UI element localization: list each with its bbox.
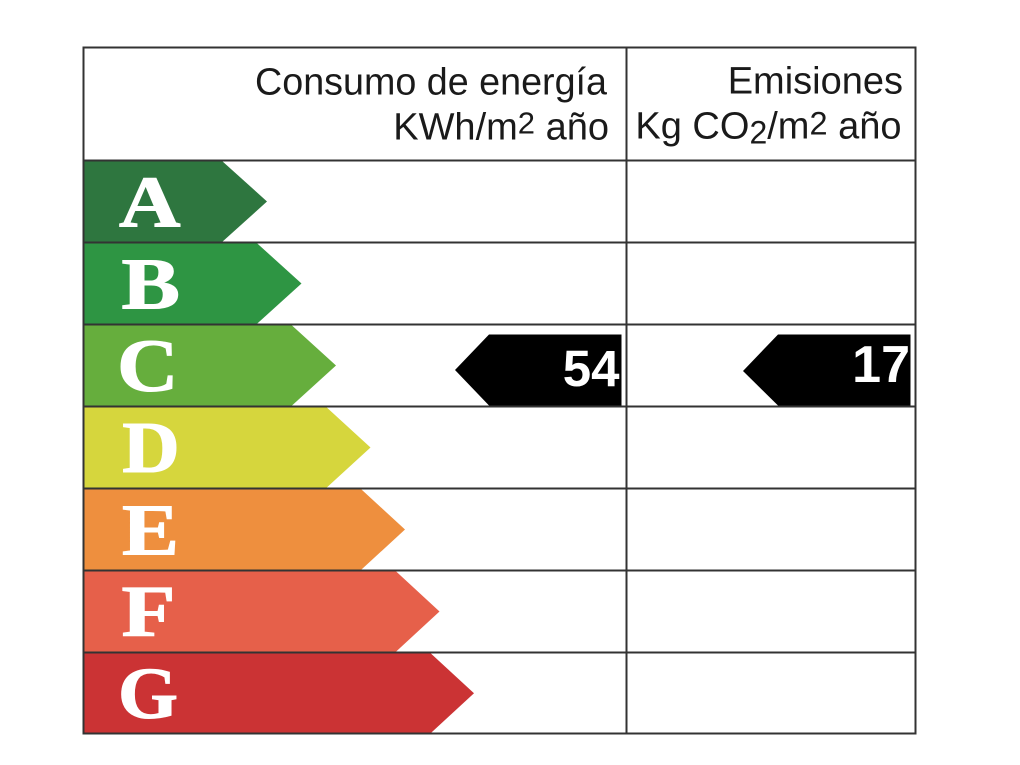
svg-text:54: 54 bbox=[563, 340, 620, 397]
svg-text:KWh/m2 año: KWh/m2 año bbox=[393, 106, 609, 149]
svg-text:E: E bbox=[122, 490, 179, 571]
svg-text:D: D bbox=[122, 407, 180, 488]
svg-text:A: A bbox=[119, 162, 181, 243]
svg-text:17: 17 bbox=[852, 336, 910, 394]
svg-text:Emisiones: Emisiones bbox=[728, 61, 903, 103]
svg-text:B: B bbox=[122, 244, 181, 325]
svg-text:Kg CO2/m2 año: Kg CO2/m2 año bbox=[635, 105, 901, 150]
svg-text:C: C bbox=[117, 325, 179, 408]
svg-text:G: G bbox=[118, 653, 178, 734]
svg-text:F: F bbox=[122, 571, 176, 652]
svg-text:Consumo de energía: Consumo de energía bbox=[255, 61, 607, 103]
